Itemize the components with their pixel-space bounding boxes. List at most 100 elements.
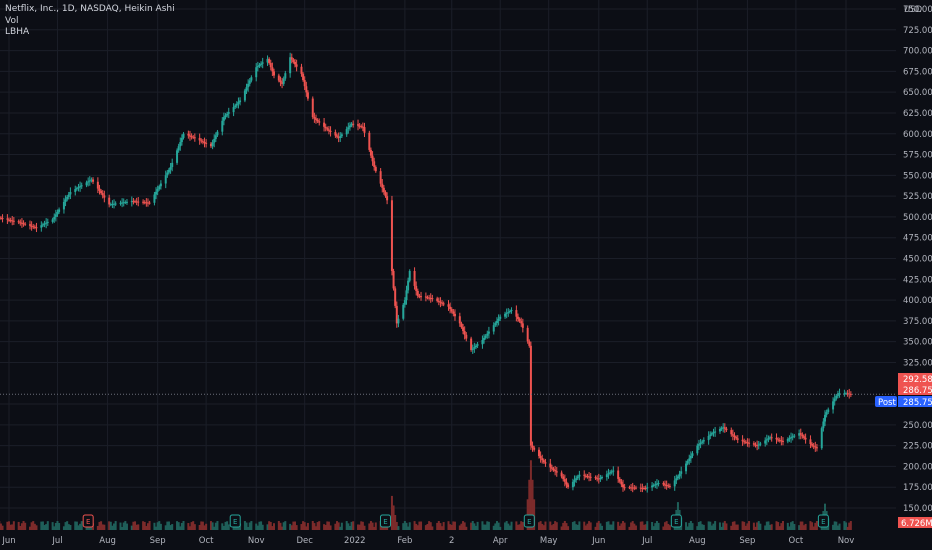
price-tick-label: 500.00	[903, 213, 932, 223]
candle-body	[394, 288, 397, 306]
volume-bar	[845, 522, 847, 530]
volume-bar	[302, 521, 305, 530]
volume-bar	[833, 521, 836, 530]
candle-body	[269, 63, 272, 68]
volume-bar	[221, 523, 224, 530]
candle-body	[213, 138, 216, 143]
volume-bar	[135, 524, 138, 530]
candle-body	[436, 298, 439, 301]
volume-bar	[318, 521, 321, 530]
candle-body	[484, 335, 487, 338]
volume-bar	[261, 524, 264, 530]
volume-bar	[442, 522, 445, 530]
candle-body	[108, 197, 111, 205]
candle-body	[224, 115, 227, 118]
volume-bar	[20, 523, 23, 530]
volume-bar	[474, 525, 477, 530]
volume-bar	[277, 521, 280, 530]
volume-bar	[334, 523, 337, 530]
candle-body	[345, 129, 348, 135]
volume-bar	[392, 505, 395, 530]
volume-bar	[520, 521, 523, 530]
price-axis[interactable]: USD 150.00175.00200.00225.00250.00275.00…	[903, 5, 932, 514]
volume-bar	[363, 525, 366, 530]
volume-bar	[639, 521, 642, 530]
volume-bar	[765, 521, 768, 530]
volume-bar	[539, 521, 542, 530]
candle-body	[770, 437, 773, 439]
candle-body	[575, 478, 578, 481]
candle-body	[823, 414, 826, 422]
symbol-title[interactable]: Netflix, Inc., 1D, NASDAQ, Heikin Ashi	[5, 4, 175, 14]
candle-body	[43, 223, 46, 225]
candle-body	[689, 455, 692, 459]
candle-body	[731, 434, 734, 436]
volume-indicator-label[interactable]: Vol	[5, 15, 19, 26]
candle-body	[529, 345, 532, 446]
candle-body	[290, 57, 293, 60]
candle-body	[609, 472, 612, 474]
candle-body	[594, 477, 597, 479]
earnings-marker	[523, 514, 535, 528]
candle-body	[685, 463, 688, 472]
volume-bar	[347, 523, 350, 530]
candle-body	[542, 460, 545, 463]
volume-bar	[846, 526, 849, 530]
volume-bar	[714, 521, 717, 530]
candle-body	[256, 66, 259, 68]
post-tag-bg	[898, 396, 932, 407]
last-tag: 286.75	[903, 386, 932, 396]
candle-body	[374, 167, 377, 172]
volume-bar	[46, 521, 49, 530]
volume-bar	[702, 524, 705, 530]
volume-bar	[664, 522, 667, 530]
candle-body	[812, 445, 815, 447]
candle-body	[777, 439, 780, 441]
candle-body	[686, 461, 689, 464]
volume-bar	[203, 525, 206, 530]
candle-body	[620, 481, 623, 485]
volume-bar	[360, 521, 363, 530]
candle-body	[250, 77, 253, 81]
time-axis[interactable]: Jun Jul Aug Sep Oct Nov Dec 2022 Feb 2 Apr May Jun Ju…	[1, 536, 854, 546]
volume-bar	[269, 521, 272, 530]
volume-bar	[657, 522, 660, 530]
lbha-indicator-label[interactable]: LBHA	[5, 27, 30, 37]
candle-body	[17, 221, 20, 223]
volume-bar	[504, 522, 507, 530]
candle-body	[634, 487, 637, 489]
volume-bar	[113, 523, 116, 530]
volume-bar	[137, 524, 140, 530]
candle-body	[11, 220, 14, 222]
volume-bar	[247, 526, 250, 530]
candle-body	[158, 186, 161, 190]
candle-body	[508, 311, 511, 313]
time-tick-label: Jul	[641, 536, 652, 546]
candle-body	[544, 462, 547, 464]
candle-body	[188, 135, 191, 137]
volume-bar	[541, 523, 544, 530]
candle-body	[352, 123, 355, 125]
volume-bar	[668, 525, 671, 530]
candle-body	[447, 304, 450, 307]
price-tick-label: 175.00	[903, 483, 932, 493]
volume-bar	[9, 524, 12, 530]
candle-body	[226, 113, 229, 116]
candle-body	[470, 338, 473, 350]
volume-bar	[712, 523, 715, 530]
candle-body	[688, 458, 691, 462]
candle-body	[718, 428, 721, 432]
time-tick-label: Apr	[493, 536, 508, 546]
price-tick-label: 150.00	[903, 504, 932, 514]
volume-bar	[100, 521, 103, 530]
candle-body	[85, 182, 88, 186]
volume-bar	[471, 521, 474, 530]
candle-body	[87, 181, 90, 183]
volume-bar	[752, 522, 755, 530]
volume-bar	[431, 526, 434, 530]
volume-bar	[537, 522, 540, 530]
candle-body	[539, 456, 542, 459]
candle-body	[607, 473, 610, 475]
